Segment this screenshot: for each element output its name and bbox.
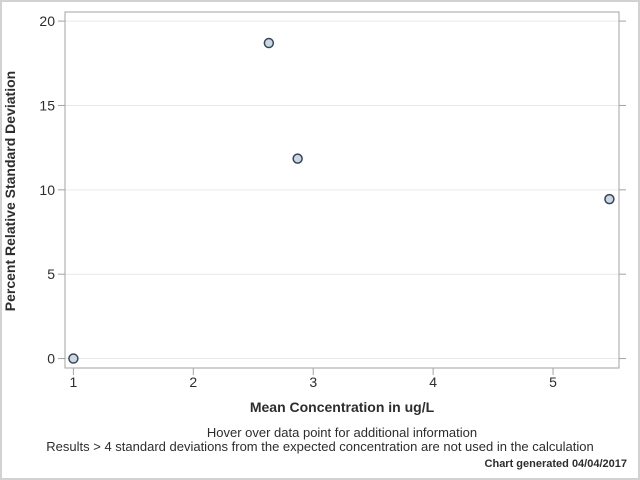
footnote-exclusion-rule: Results > 4 standard deviations from the… (46, 439, 594, 454)
y-axis-title: Percent Relative Standard Deviation (2, 70, 18, 312)
x-tick-label: 4 (429, 374, 437, 390)
gridlines-group (65, 20, 619, 360)
data-point[interactable] (68, 353, 79, 364)
y-tick-label: 5 (47, 266, 55, 282)
data-points-group (68, 37, 615, 364)
y-tick-label: 15 (39, 97, 55, 113)
x-axis-title: Mean Concentration in ug/L (249, 399, 435, 415)
x-tick-label: 5 (549, 374, 557, 390)
data-point[interactable] (604, 193, 615, 205)
footnote-generated-date: Chart generated 04/04/2017 (484, 458, 627, 470)
ticks-group (58, 20, 626, 375)
x-tick-label: 3 (309, 374, 317, 390)
data-point[interactable] (263, 37, 275, 49)
y-tick-label: 10 (39, 182, 55, 198)
y-tick-label: 20 (39, 13, 55, 29)
tick-labels-group: 0 5 10 15 20 1 2 3 4 5 (39, 13, 557, 390)
footnote-hover-instruction: Hover over data point for additional inf… (206, 425, 478, 440)
x-tick-label: 1 (69, 374, 77, 390)
y-tick-label: 0 (47, 351, 55, 367)
x-tick-label: 2 (189, 374, 197, 390)
data-point[interactable] (292, 153, 303, 164)
